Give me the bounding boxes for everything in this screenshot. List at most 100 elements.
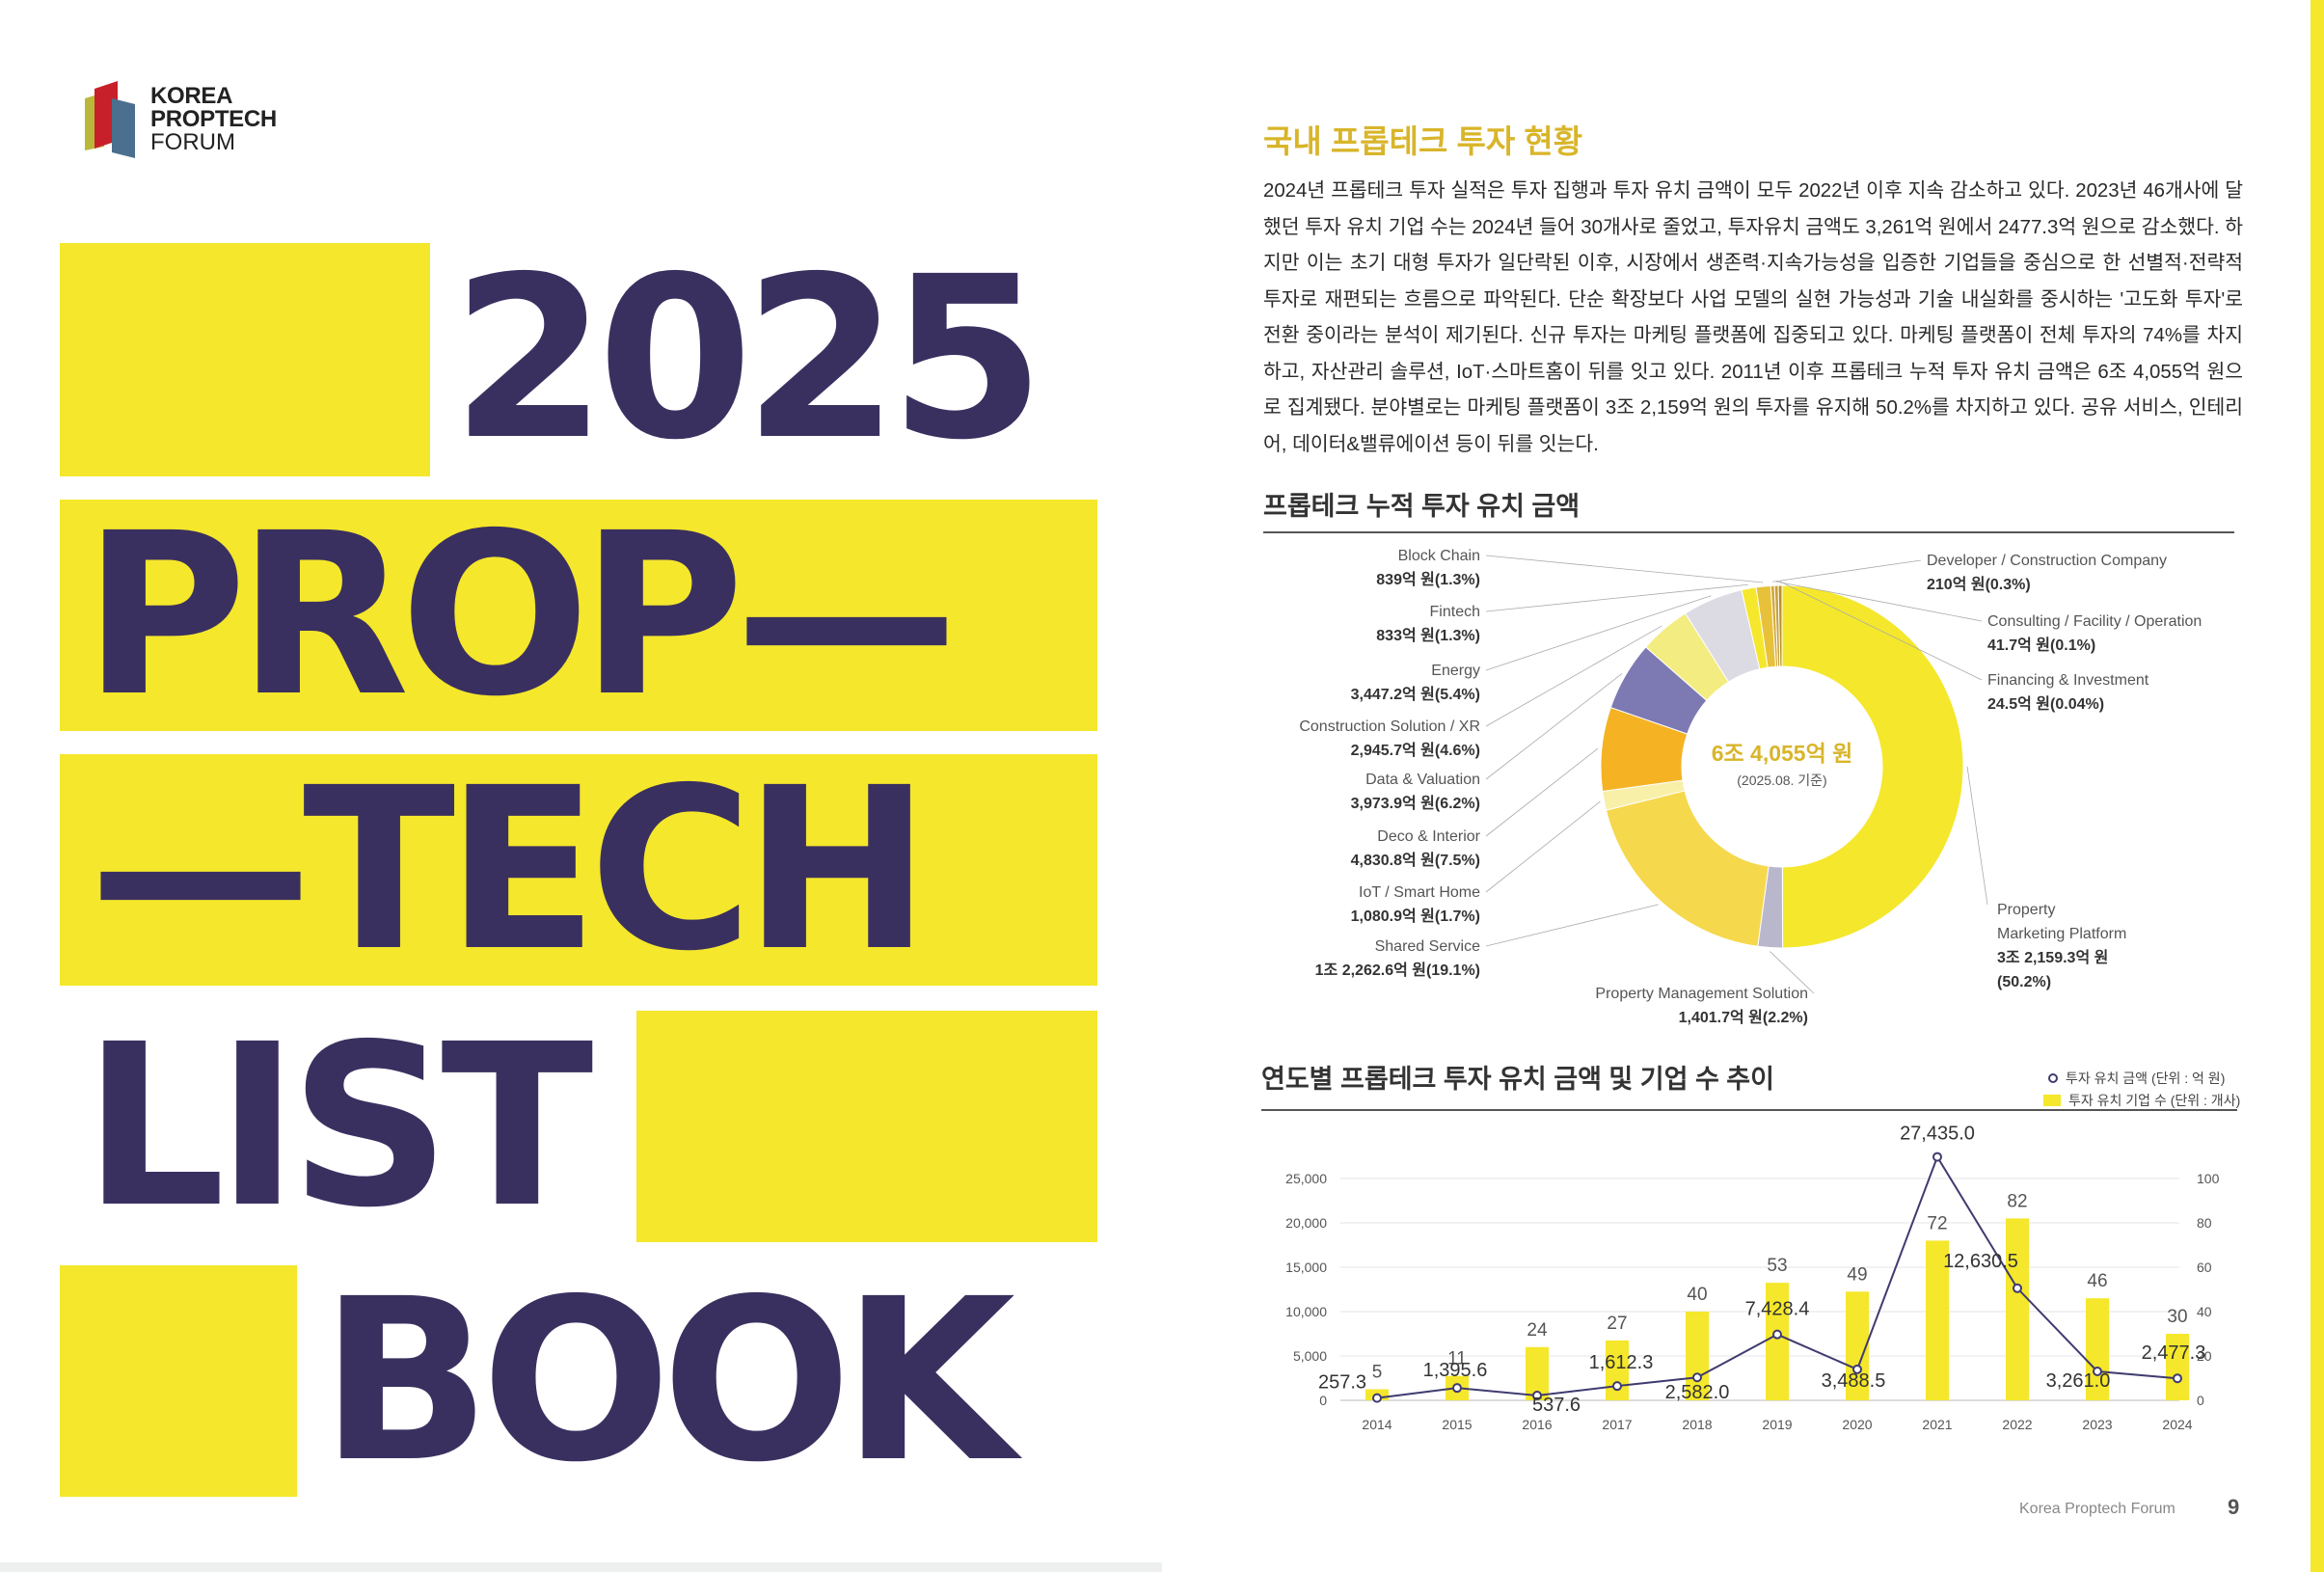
footer-text: Korea Proptech Forum [2019, 1501, 2175, 1517]
donut-label-property-management-solution-value: 1,401.7억 원(2.2%) [1679, 1008, 1808, 1026]
x-tick-label-2021: 2021 [1922, 1417, 1952, 1432]
cover-page: KOREA PROPTECH FORUM 2025 PROP— —TECH LI… [0, 81, 1162, 1572]
donut-label-financing-investment-value: 24.5억 원(0.04%) [1987, 694, 2104, 713]
yellow-block-1 [60, 243, 430, 476]
amount-point-2023 [2093, 1366, 2102, 1376]
amount-label-2016: 537.6 [1532, 1395, 1581, 1416]
amount-point-2021 [1932, 1152, 1942, 1162]
logo: KOREA PROPTECH FORUM [79, 81, 277, 158]
cover-word-list: LIST [83, 996, 593, 1257]
donut-leader-deco-interior [1485, 747, 1599, 837]
donut-leader-construction-solution-xr [1485, 625, 1662, 727]
bar-2018 [1686, 1312, 1709, 1400]
donut-label-developer-construction-company-value: 210억 원(0.3%) [1927, 575, 2031, 593]
x-tick-label-2016: 2016 [1522, 1417, 1552, 1432]
bar-count-label-2015: 11 [1447, 1349, 1467, 1369]
amount-label-2020: 3,488.5 [1822, 1370, 1886, 1392]
donut-leader-shared-service [1485, 904, 1659, 947]
amount-point-2024 [2173, 1373, 2182, 1384]
donut-label-deco-interior-value: 4,830.8억 원(7.5%) [1351, 851, 1480, 869]
donut-label-deco-interior-name: Deco & Interior [1377, 828, 1480, 845]
bar-2019 [1766, 1283, 1789, 1400]
donut-leader-consulting-facility-operation [1775, 581, 1983, 622]
bar-chart-title: 연도별 프롭테크 투자 유치 금액 및 기업 수 추이 [1261, 1065, 1774, 1094]
bar-count-label-2019: 53 [1767, 1256, 1787, 1276]
y-left-tick-label: 10,000 [1285, 1304, 1327, 1319]
amount-point-2015 [1452, 1383, 1462, 1394]
amount-point-2016 [1532, 1391, 1542, 1401]
donut-label-property-marketing-platform-name: Property [1997, 902, 2055, 918]
section-title: 국내 프롭테크 투자 현황 [1263, 123, 1583, 159]
legend-line-icon [2048, 1073, 2058, 1083]
donut-leader-fintech [1485, 583, 1748, 612]
donut-label-data-valuation-value: 3,973.9억 원(6.2%) [1351, 794, 1480, 812]
cover-word-prop: PROP— [83, 485, 959, 745]
yellow-block-4 [636, 1011, 1097, 1242]
donut-label-iot-smart-home-name: IoT / Smart Home [1359, 884, 1480, 901]
amount-label-2015: 1,395.6 [1423, 1360, 1488, 1381]
bar-count-label-2023: 46 [2087, 1271, 2107, 1291]
y-right-tick-label: 80 [2197, 1215, 2212, 1231]
bar-2021 [1926, 1240, 1949, 1400]
y-left-tick-label: 5,000 [1293, 1348, 1327, 1364]
bar-count-label-2018: 40 [1687, 1285, 1707, 1305]
amount-label-2014: 257.3 [1318, 1372, 1366, 1394]
donut-label-property-marketing-platform-value: 3조 2,159.3억 원 [1997, 948, 2108, 966]
donut-label-data-valuation-name: Data & Valuation [1365, 772, 1480, 788]
bar-count-label-2020: 49 [1847, 1264, 1867, 1285]
amount-point-2020 [1852, 1364, 1862, 1374]
donut-label-block-chain-name: Block Chain [1398, 548, 1480, 564]
donut-leader-data-valuation [1485, 673, 1623, 780]
yellow-block-5 [60, 1265, 297, 1497]
donut-label-shared-service-name: Shared Service [1375, 938, 1480, 955]
y-right-tick-label: 100 [2197, 1171, 2220, 1186]
right-edge-strip [2310, 0, 2324, 1572]
donut-center-label: 6조 4,055억 원 [1712, 741, 1853, 766]
x-tick-label-2020: 2020 [1842, 1417, 1872, 1432]
bar-2022 [2006, 1218, 2029, 1400]
cover-word-tech: —TECH [89, 740, 931, 1000]
yellow-block-3 [60, 754, 1097, 986]
donut-hole [1682, 666, 1882, 867]
donut-label-construction-solution-xr-name: Construction Solution / XR [1299, 718, 1480, 735]
section-body: 2024년 프롭테크 투자 실적은 투자 집행과 투자 유치 금액이 모두 20… [1263, 180, 2243, 455]
y-right-tick-label: 0 [2197, 1393, 2204, 1408]
donut-leader-iot-smart-home [1485, 800, 1601, 893]
cover-word-2025: 2025 [451, 229, 1045, 489]
bar-count-label-2022: 82 [2007, 1191, 2027, 1211]
bar-count-label-2021: 72 [1927, 1213, 1947, 1233]
x-tick-label-2017: 2017 [1602, 1417, 1632, 1432]
bar-2024 [2166, 1334, 2189, 1400]
amount-label-2023: 3,261.0 [2046, 1370, 2111, 1392]
cover-word-book: BOOK [320, 1251, 1015, 1511]
donut-label-consulting-facility-operation-value: 41.7억 원(0.1%) [1987, 636, 2095, 654]
x-tick-label-2024: 2024 [2162, 1417, 2192, 1432]
bar-count-label-2024: 30 [2167, 1307, 2187, 1327]
donut-chart-title: 프롭테크 누적 투자 유치 금액 [1263, 492, 1581, 521]
x-tick-label-2014: 2014 [1362, 1417, 1392, 1432]
donut-label-fintech-value: 833억 원(1.3%) [1376, 626, 1480, 644]
donut-label-shared-service-value: 1조 2,262.6억 원(19.1%) [1315, 961, 1480, 979]
donut-label-block-chain-value: 839억 원(1.3%) [1376, 570, 1480, 588]
amount-point-2022 [2013, 1283, 2022, 1293]
donut-center-sub: (2025.08. 기준) [1737, 772, 1826, 788]
donut-leader-financing-investment [1779, 581, 1983, 681]
legend-bar-icon [2043, 1095, 2061, 1106]
donut-label-iot-smart-home-value: 1,080.9억 원(1.7%) [1351, 907, 1480, 925]
donut-leader-developer-construction-company [1771, 559, 1922, 583]
bar-line-chart: 0 0 5,000 20 10,000 40 15,000 60 20,000 80 25,000 1… [1285, 1124, 2220, 1432]
y-right-tick-label: 60 [2197, 1260, 2212, 1275]
donut-label-property-marketing-platform-name: Marketing Platform [1997, 926, 2126, 942]
x-tick-label-2019: 2019 [1762, 1417, 1792, 1432]
donut-label-financing-investment-name: Financing & Investment [1987, 672, 2149, 689]
amount-label-2024: 2,477.3 [2142, 1342, 2206, 1364]
donut-label-energy-value: 3,447.2억 원(5.4%) [1351, 685, 1480, 703]
x-tick-label-2022: 2022 [2002, 1417, 2032, 1432]
logo-line2: PROPTECH [150, 106, 277, 132]
amount-label-2022: 12,630.5 [1943, 1251, 2018, 1272]
amount-label-2017: 1,612.3 [1589, 1352, 1654, 1373]
bottom-strip [0, 1562, 1162, 1572]
x-tick-label-2023: 2023 [2082, 1417, 2112, 1432]
y-left-tick-label: 15,000 [1285, 1260, 1327, 1275]
x-tick-label-2015: 2015 [1442, 1417, 1472, 1432]
